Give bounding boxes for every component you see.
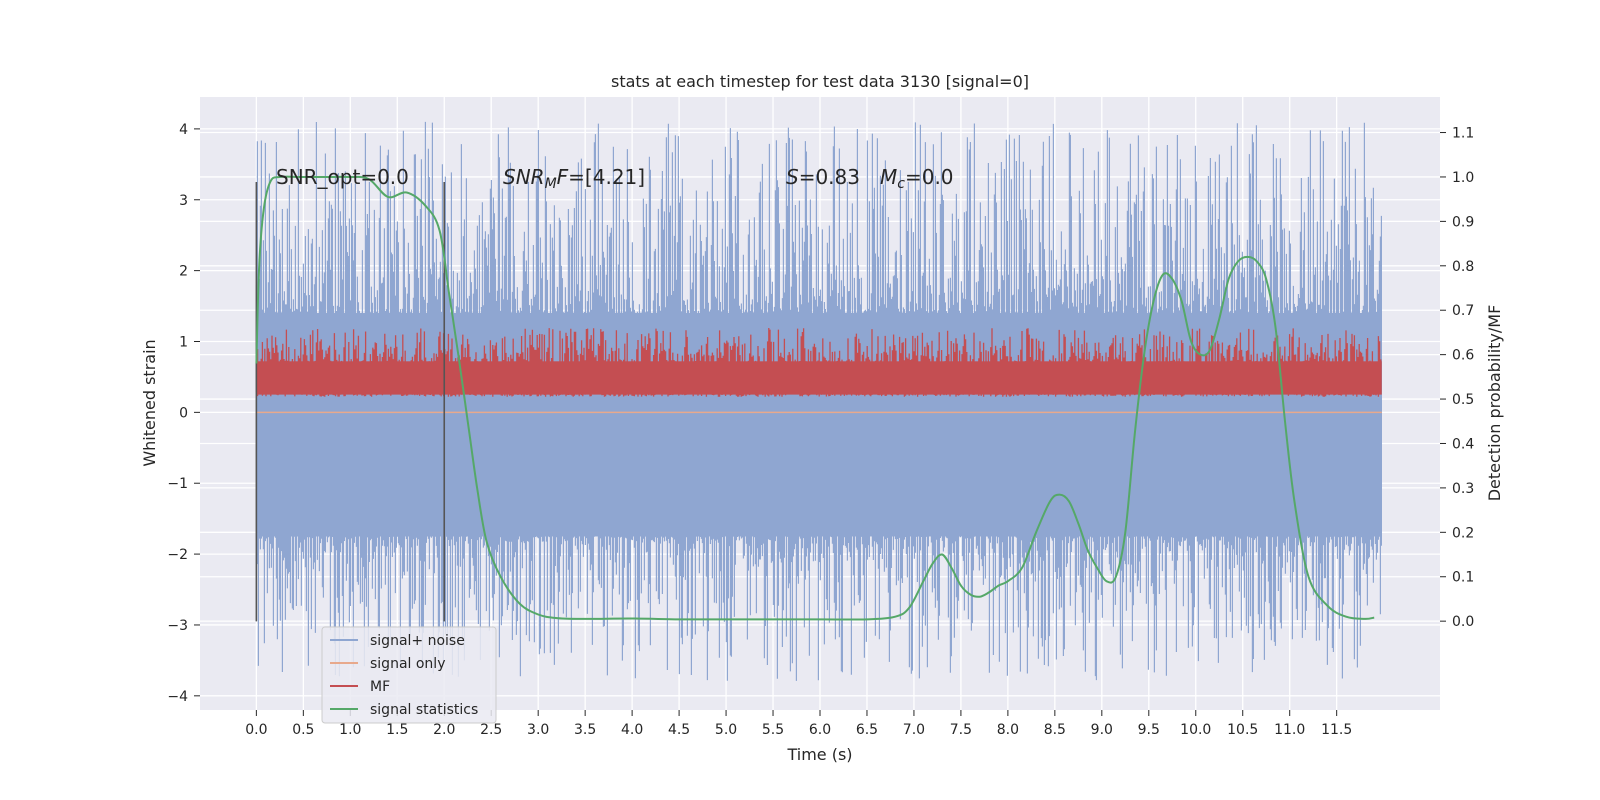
y-tick-label-right-3: 0.3 (1452, 481, 1474, 497)
y-tick-label-right-7: 0.7 (1452, 303, 1474, 319)
x-tick-label-9: 4.5 (668, 722, 690, 738)
y-tick-label-right-1: 0.1 (1452, 570, 1474, 586)
y-tick-label-right-9: 0.9 (1452, 214, 1474, 230)
x-tick-label-16: 8.0 (997, 722, 1019, 738)
y-tick-label-left-0: −4 (167, 689, 188, 705)
y-tick-label-right-10: 1.0 (1452, 170, 1474, 186)
x-tick-label-4: 2.0 (433, 722, 455, 738)
x-tick-label-21: 10.5 (1227, 722, 1258, 738)
y-tick-label-right-5: 0.5 (1452, 392, 1474, 408)
x-tick-label-17: 8.5 (1044, 722, 1066, 738)
x-tick-label-14: 7.0 (903, 722, 925, 738)
x-tick-label-19: 9.5 (1138, 722, 1160, 738)
x-tick-label-3: 1.5 (386, 722, 408, 738)
y-axis-right: 0.0 0.1 0.2 0.3 0.4 0.5 0.6 0.7 0.8 0.9 1.0 1.1 (1440, 126, 1474, 630)
legend-label-mf: MF (370, 679, 390, 695)
x-axis-title: Time (s) (786, 745, 852, 764)
y-axis-title-left: Whitened strain (140, 339, 159, 466)
y-tick-label-right-2: 0.2 (1452, 525, 1474, 541)
x-tick-label-2: 1.0 (339, 722, 361, 738)
x-tick-label-23: 11.5 (1321, 722, 1352, 738)
y-tick-label-right-11: 1.1 (1452, 126, 1474, 142)
x-tick-label-6: 3.0 (527, 722, 549, 738)
x-tick-label-13: 6.5 (856, 722, 878, 738)
x-tick-label-11: 5.5 (762, 722, 784, 738)
x-tick-label-1: 0.5 (292, 722, 314, 738)
y-tick-label-left-7: 3 (179, 193, 188, 209)
y-axis-left: −4 −3 −2 −1 0 1 2 3 4 (167, 122, 200, 705)
legend-label-signal-noise: signal+ noise (370, 633, 465, 649)
x-tick-label-15: 7.5 (950, 722, 972, 738)
legend-label-signal-statistics: signal statistics (370, 702, 478, 718)
x-tick-label-18: 9.0 (1091, 722, 1113, 738)
x-tick-label-22: 11.0 (1274, 722, 1305, 738)
y-tick-label-left-6: 2 (179, 264, 188, 280)
y-tick-label-right-6: 0.6 (1452, 348, 1474, 364)
legend-label-signal-only: signal only (370, 656, 445, 672)
series-signal-statistics (255, 175, 1375, 621)
y-tick-label-right-4: 0.4 (1452, 436, 1474, 452)
legend-box (321, 626, 497, 724)
legend: signal+ noise signal only MF signal stat… (321, 626, 497, 724)
y-tick-label-left-2: −2 (167, 547, 188, 563)
x-tick-label-12: 6.0 (809, 722, 831, 738)
annotations: SNR_opt=0.0 SNRMF=[4.21] S=0.83 Mc=0.0 (276, 165, 954, 192)
annotation-s: S=0.83 (786, 165, 860, 189)
y-tick-label-left-1: −3 (167, 618, 188, 634)
x-tick-label-5: 2.5 (480, 722, 502, 738)
y-tick-label-left-4: 0 (179, 405, 188, 421)
chart-title: stats at each timestep for test data 313… (611, 72, 1029, 91)
y-tick-label-left-8: 4 (179, 122, 188, 138)
y-tick-label-right-0: 0.0 (1452, 614, 1474, 630)
y-tick-label-left-3: −1 (167, 476, 188, 492)
y-tick-label-left-5: 1 (179, 334, 188, 350)
annotation-snr-opt: SNR_opt=0.0 (276, 165, 409, 189)
signal-statistics-trace (255, 175, 1375, 621)
annotation-snr-mf: SNRMF=[4.21] (503, 165, 645, 192)
annotation-mc: Mc=0.0 (880, 165, 954, 192)
x-tick-label-7: 3.5 (574, 722, 596, 738)
x-tick-label-0: 0.0 (245, 722, 267, 738)
x-axis: 0.0 0.5 1.0 1.5 2.0 2.5 3.0 3.5 4.0 4.5 5.0 5.5 6.0 6… (245, 710, 1352, 738)
y-axis-title-right: Detection probability/MF (1485, 305, 1504, 502)
x-tick-label-20: 10.0 (1180, 722, 1211, 738)
y-tick-label-right-8: 0.8 (1452, 259, 1474, 275)
x-tick-label-10: 5.0 (715, 722, 737, 738)
x-tick-label-8: 4.0 (621, 722, 643, 738)
